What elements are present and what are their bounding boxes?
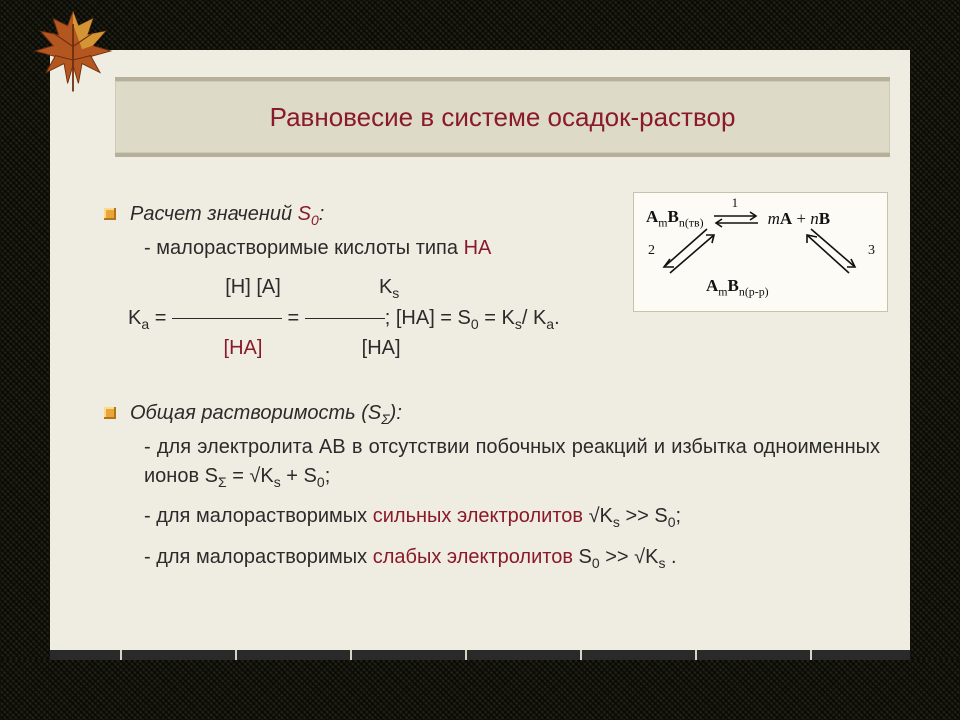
maple-leaf-icon xyxy=(28,6,118,96)
s1-line1-text: - малорастворимые кислоты типа xyxy=(144,237,464,259)
frac-top-right-var: K xyxy=(379,276,392,298)
s2-p3-a: - для малорастворимых xyxy=(144,546,373,568)
s2-p2-sub2: 0 xyxy=(668,514,676,530)
bullet-icon xyxy=(104,208,116,220)
s2-p3-d: . xyxy=(665,546,676,568)
textured-border-left xyxy=(0,50,50,660)
s2-p2-c: >> S xyxy=(620,505,668,527)
s2-p1-sub2: s xyxy=(274,474,281,490)
s1-line1-ha: HA xyxy=(464,237,492,259)
s2-p1-sub3: 0 xyxy=(317,474,325,490)
bullet-icon xyxy=(104,407,116,419)
frac-bot-left: [HA] xyxy=(188,334,298,363)
s2-heading-suffix: ): xyxy=(390,402,402,424)
section1-heading: Расчет значений S0: xyxy=(128,200,880,230)
section2-heading: Общая растворимость (SΣ): xyxy=(128,399,880,429)
s2-p2-sub1: s xyxy=(613,514,620,530)
frac-top-left: [H] [A] xyxy=(198,273,308,302)
s1-heading-suffix: : xyxy=(319,203,325,225)
s2-p2-strong: сильных электролитов xyxy=(373,505,583,527)
frac-lhs-sub: a xyxy=(141,316,149,332)
s2-p2-b: √K xyxy=(583,505,613,527)
s2-p3: - для малорастворимых слабых электролито… xyxy=(144,543,880,573)
frac-lhs-var: K xyxy=(128,307,141,329)
s2-p1-b: = √K xyxy=(227,465,274,487)
ruler-tick xyxy=(120,650,122,660)
frac-rhs3: / K xyxy=(522,307,546,329)
frac-rhs2: = K xyxy=(479,307,515,329)
s2-p3-sub1: 0 xyxy=(592,555,600,571)
s2-p3-c: >> √K xyxy=(600,546,659,568)
s2-p2: - для малорастворимых сильных электролит… xyxy=(144,502,880,532)
textured-border-top xyxy=(0,0,960,50)
s2-p2-d: ; xyxy=(676,505,682,527)
s2-p3-b: S xyxy=(573,546,592,568)
frac-rhs-sub0: 0 xyxy=(471,316,479,332)
textured-border-right xyxy=(910,50,960,660)
slide-body: Расчет значений S0: - малорастворимые ки… xyxy=(128,200,880,680)
frac-eq1: = xyxy=(149,307,172,329)
frac-bot-right: [HA] xyxy=(341,334,421,363)
title-bar: Равновесие в системе осадок-раствор xyxy=(115,77,890,157)
s2-p3-weak: слабых электролитов xyxy=(373,546,573,568)
frac-rhs-end: . xyxy=(554,307,560,329)
s1-formula: [H] [A] Ks Ka = = ; [HA] = S0 = Ks/ Ka. … xyxy=(128,273,880,363)
s1-heading-var: S xyxy=(298,203,311,225)
s2-p1: - для электролита AB в отсутствии побочн… xyxy=(144,433,880,492)
s2-p2-a: - для малорастворимых xyxy=(144,505,373,527)
s2-heading-sub: Σ xyxy=(381,411,389,427)
s2-p1-d: ; xyxy=(325,465,331,487)
s1-heading-sub: 0 xyxy=(311,212,319,228)
frac-eq2: = xyxy=(282,307,305,329)
s2-p1-c: + S xyxy=(281,465,317,487)
frac-rhs2-sub: s xyxy=(515,316,522,332)
s1-heading-text: Расчет значений xyxy=(130,203,298,225)
s2-p1-sub1: Σ xyxy=(218,474,227,490)
frac-rhs1: ; [HA] = S xyxy=(385,307,471,329)
frac-rhs3-sub: a xyxy=(546,316,554,332)
slide-title: Равновесие в системе осадок-раствор xyxy=(270,102,736,133)
s1-line1: - малорастворимые кислоты типа HA xyxy=(144,234,880,263)
slide: Равновесие в системе осадок-раствор AmBn… xyxy=(0,0,960,720)
frac-top-right-sub: s xyxy=(392,285,399,301)
s2-heading-text: Общая растворимость (S xyxy=(130,402,381,424)
